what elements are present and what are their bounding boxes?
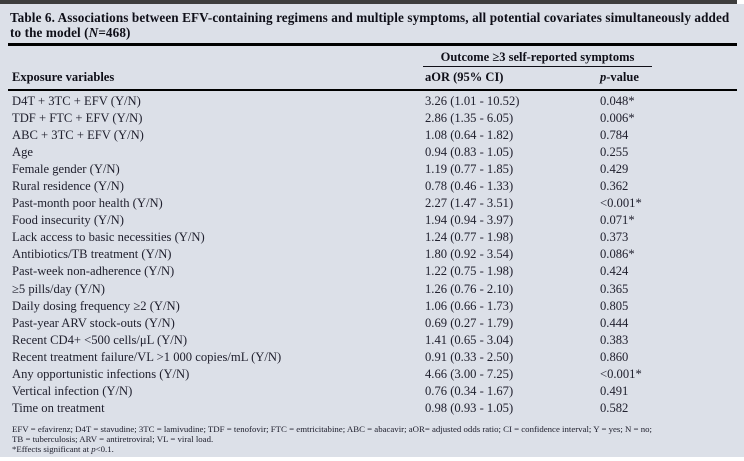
table-row: ≥5 pills/day (Y/N) 1.26 (0.76 - 2.10) 0.36… (0, 281, 744, 298)
aor-value: 1.08 (0.64 - 1.82) (425, 127, 514, 142)
exposure-variable-label: Vertical infection (Y/N) (12, 384, 133, 399)
aor-value: 3.26 (1.01 - 10.52) (425, 93, 520, 108)
p-value: 0.491 (600, 384, 629, 399)
footnote-significance-suffix: <0.1. (95, 443, 114, 454)
aor-value: 1.19 (0.77 - 1.85) (425, 161, 514, 176)
table-row: D4T + 3TC + EFV (Y/N) 3.26 (1.01 - 10.52)… (0, 93, 744, 110)
exposure-variable-label: Antibiotics/TB treatment (Y/N) (12, 247, 172, 262)
p-value: 0.805 (600, 298, 629, 313)
table-row: Past-year ARV stock-outs (Y/N) 0.69 (0.27… (0, 315, 744, 332)
column-header-aor: aOR (95% CI) (425, 69, 504, 84)
outcome-group-header: Outcome ≥3 self-reported symptoms (423, 46, 652, 67)
aor-value: 0.94 (0.83 - 1.05) (425, 144, 514, 159)
column-header-p-rest: -value (606, 69, 639, 84)
p-value: 0.784 (600, 127, 629, 142)
table-row: Past-month poor health (Y/N) 2.27 (1.47 -… (0, 195, 744, 212)
aor-value: 1.94 (0.94 - 3.97) (425, 213, 514, 228)
exposure-variable-label: ≥5 pills/day (Y/N) (12, 281, 105, 296)
column-header-p-italic: p (600, 69, 607, 84)
exposure-variable-label: D4T + 3TC + EFV (Y/N) (12, 93, 141, 108)
p-value: 0.365 (600, 281, 629, 296)
footnote-abbreviations-line2: TB = tuberculosis; ARV = antiretroviral;… (12, 434, 214, 445)
header-rule (8, 88, 737, 91)
table-row: Daily dosing frequency ≥2 (Y/N) 1.06 (0.6… (0, 298, 744, 315)
p-value: 0.444 (600, 315, 629, 330)
p-value: 0.362 (600, 178, 629, 193)
exposure-variable-label: Any opportunistic infections (Y/N) (12, 367, 190, 381)
p-value: 0.383 (600, 332, 629, 347)
aor-value: 1.26 (0.76 - 2.10) (425, 281, 514, 296)
p-value: 0.086* (600, 247, 635, 262)
aor-value: 1.06 (0.66 - 1.73) (425, 298, 514, 313)
table-row: Past-week non-adherence (Y/N) 1.22 (0.75 … (0, 263, 744, 280)
exposure-variable-label: Time on treatment (12, 401, 105, 416)
exposure-variable-label: Recent CD4+ <500 cells/μL (Y/N) (12, 332, 188, 347)
table-title-n-italic: N (88, 25, 99, 40)
aor-value: 2.27 (1.47 - 3.51) (425, 196, 514, 211)
table-row: Lack access to basic necessities (Y/N) 1.… (0, 229, 744, 246)
p-value: 0.582 (600, 401, 629, 416)
footnote-abbreviations-line1: EFV = efavirenz; D4T = stavudine; 3TC = … (12, 424, 652, 435)
column-header-pvalue: p-value (600, 70, 744, 85)
p-value: 0.255 (600, 144, 629, 159)
p-value: 0.424 (600, 264, 629, 279)
column-header-row: Exposure variables aOR (95% CI) p-value (0, 67, 744, 87)
aor-value: 2.86 (1.35 - 6.05) (425, 110, 514, 125)
footnote-significance: *Effects significant at p<0.1. (12, 443, 732, 455)
aor-value: 1.41 (0.65 - 3.04) (425, 332, 514, 347)
table-row: Any opportunistic infections (Y/N) 4.66 (… (0, 366, 744, 383)
p-value: 0.860 (600, 349, 629, 364)
title-rule (8, 43, 737, 46)
table-row: Recent CD4+ <500 cells/μL (Y/N) 1.41 (0.6… (0, 332, 744, 349)
table-title-text: Table 6. Associations between EFV-contai… (10, 10, 730, 40)
exposure-variable-label: TDF + FTC + EFV (Y/N) (12, 110, 143, 125)
p-value: <0.001* (600, 196, 642, 211)
exposure-variable-label: Daily dosing frequency ≥2 (Y/N) (12, 298, 180, 313)
exposure-variable-label: Lack access to basic necessities (Y/N) (12, 230, 205, 245)
table-row: Time on treatment 0.98 (0.93 - 1.05) 0.582 (0, 400, 744, 417)
table-title: Table 6. Associations between EFV-contai… (0, 4, 744, 40)
exposure-variable-label: Food insecurity (Y/N) (12, 213, 124, 228)
exposure-variable-label: Recent treatment failure/VL >1 000 copie… (12, 349, 282, 364)
aor-value: 0.69 (0.27 - 1.79) (425, 315, 514, 330)
footnote-significance-prefix: *Effects significant at (12, 443, 92, 454)
exposure-variable-label: Past-month poor health (Y/N) (12, 196, 163, 211)
top-divider-bar (0, 0, 737, 4)
table-row: Vertical infection (Y/N) 0.76 (0.34 - 1.6… (0, 383, 744, 400)
p-value: 0.429 (600, 161, 629, 176)
table-row: Food insecurity (Y/N) 1.94 (0.94 - 3.97) 0… (0, 212, 744, 229)
table-row: Female gender (Y/N) 1.19 (0.77 - 1.85) 0.4… (0, 161, 744, 178)
table-row: Age 0.94 (0.83 - 1.05) 0.255 (0, 144, 744, 161)
p-value: 0.048* (600, 93, 635, 108)
table-row: ABC + 3TC + EFV (Y/N) 1.08 (0.64 - 1.82) 0… (0, 127, 744, 144)
exposure-variable-label: ABC + 3TC + EFV (Y/N) (12, 127, 144, 142)
table-row: Antibiotics/TB treatment (Y/N) 1.80 (0.92… (0, 246, 744, 263)
aor-value: 1.22 (0.75 - 1.98) (425, 264, 514, 279)
exposure-variable-label: Age (12, 144, 33, 159)
table-footnotes: EFV = efavirenz; D4T = stavudine; 3TC = … (12, 424, 732, 455)
column-header-exposure: Exposure variables (12, 69, 115, 84)
table-panel: Table 6. Associations between EFV-contai… (0, 4, 744, 457)
exposure-variable-label: Female gender (Y/N) (12, 161, 120, 176)
aor-value: 0.91 (0.33 - 2.50) (425, 349, 514, 364)
aor-value: 0.78 (0.46 - 1.33) (425, 178, 514, 193)
table-title-suffix: =468) (98, 25, 131, 40)
aor-value: 0.98 (0.93 - 1.05) (425, 401, 514, 416)
exposure-variable-label: Rural residence (Y/N) (12, 178, 124, 193)
aor-value: 0.76 (0.34 - 1.67) (425, 384, 514, 399)
table-row: Recent treatment failure/VL >1 000 copie… (0, 349, 744, 366)
aor-value: 1.80 (0.92 - 3.54) (425, 247, 514, 262)
exposure-variable-label: Past-year ARV stock-outs (Y/N) (12, 315, 175, 330)
p-value: 0.006* (600, 110, 635, 125)
footnote-significance-p-italic: p (91, 443, 96, 454)
p-value: 0.071* (600, 213, 635, 228)
p-value: 0.373 (600, 230, 629, 245)
table-row: Rural residence (Y/N) 0.78 (0.46 - 1.33) 0… (0, 178, 744, 195)
aor-value: 4.66 (3.00 - 7.25) (425, 367, 514, 381)
table-rows: D4T + 3TC + EFV (Y/N) 3.26 (1.01 - 10.52)… (0, 91, 744, 418)
aor-value: 1.24 (0.77 - 1.98) (425, 230, 514, 245)
p-value: <0.001* (600, 367, 642, 381)
table-row: TDF + FTC + EFV (Y/N) 2.86 (1.35 - 6.05) 0… (0, 110, 744, 127)
exposure-variable-label: Past-week non-adherence (Y/N) (12, 264, 175, 279)
